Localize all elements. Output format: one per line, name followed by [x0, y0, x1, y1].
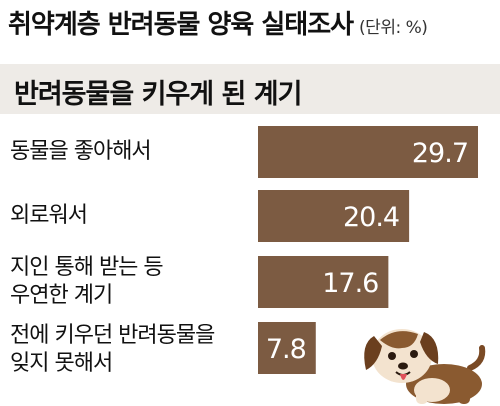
category-label: 동물을 좋아해서 — [10, 138, 152, 166]
bar-value-label: 17.6 — [322, 268, 378, 299]
bar-value-label: 7.8 — [266, 334, 306, 365]
category-label: 전에 키우던 반려동물을 잊지 못해서 — [10, 322, 215, 378]
category-label-line: 우연한 계기 — [10, 283, 113, 308]
bar — [258, 322, 316, 374]
category-label: 외로워서 — [10, 202, 88, 230]
bar-value-label: 29.7 — [412, 138, 468, 169]
category-label-line: 동물을 좋아해서 — [10, 139, 152, 164]
title-row: 취약계층 반려동물 양육 실태조사 (단위: %) — [8, 4, 428, 41]
bar — [258, 256, 389, 308]
unit-label: (단위: %) — [359, 18, 428, 38]
bar — [258, 126, 478, 178]
chart-title: 취약계층 반려동물 양육 실태조사 — [8, 10, 354, 40]
category-label-line: 잊지 못해서 — [10, 351, 113, 376]
category-label-line: 외로워서 — [10, 203, 88, 228]
subtitle-bar: 반려동물을 키우게 된 계기 — [0, 64, 500, 114]
dog-icon — [364, 329, 486, 404]
bar-value-label: 20.4 — [343, 202, 399, 233]
category-label-line: 지인 통해 받는 등 — [10, 255, 164, 280]
bar — [258, 190, 410, 242]
category-label-line: 전에 키우던 반려동물을 — [10, 323, 215, 348]
category-label: 지인 통해 받는 등 우연한 계기 — [10, 254, 164, 310]
chart-subtitle: 반려동물을 키우게 된 계기 — [14, 79, 302, 110]
